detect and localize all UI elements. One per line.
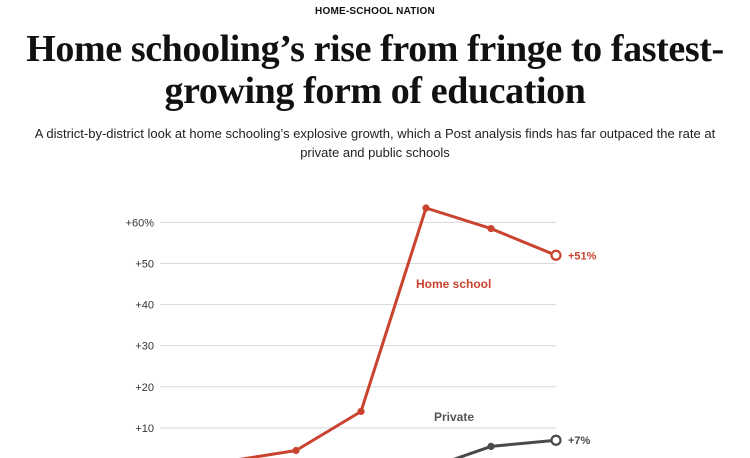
y-tick-label: +20 bbox=[135, 382, 154, 394]
private-series-label: Private bbox=[434, 410, 474, 424]
home-school-end-label: +51% bbox=[568, 250, 597, 262]
y-axis-ticks: +10 +20 +30 +40 +50 +60% bbox=[126, 217, 155, 435]
y-tick-label: +50 bbox=[135, 259, 154, 271]
gridlines bbox=[160, 221, 556, 429]
page-title: Home schooling’s rise from fringe to fas… bbox=[26, 28, 724, 112]
home-school-data-point bbox=[487, 224, 495, 233]
home-school-data-point bbox=[357, 407, 365, 416]
y-tick-label: +60% bbox=[126, 217, 155, 229]
home-school-data-point bbox=[422, 204, 430, 212]
series-lines bbox=[239, 206, 558, 458]
private-data-point bbox=[487, 442, 495, 450]
y-tick-label: +30 bbox=[135, 341, 154, 353]
private-end-point bbox=[550, 434, 562, 446]
subtitle: A district-by-district look at home scho… bbox=[34, 126, 716, 160]
y-tick-label: +40 bbox=[135, 300, 154, 312]
private-end-label: +7% bbox=[568, 435, 591, 447]
home-school-series-label: Home school bbox=[416, 277, 491, 291]
home-school-series-line bbox=[239, 206, 558, 458]
home-school-data-point bbox=[292, 446, 300, 455]
series-labels: +51% +7% Home school Private bbox=[416, 250, 597, 447]
kicker: HOME-SCHOOL NATION bbox=[315, 6, 435, 17]
home-school-end-point bbox=[550, 249, 562, 261]
data-points bbox=[292, 204, 562, 455]
y-tick-label: +10 bbox=[135, 423, 154, 435]
